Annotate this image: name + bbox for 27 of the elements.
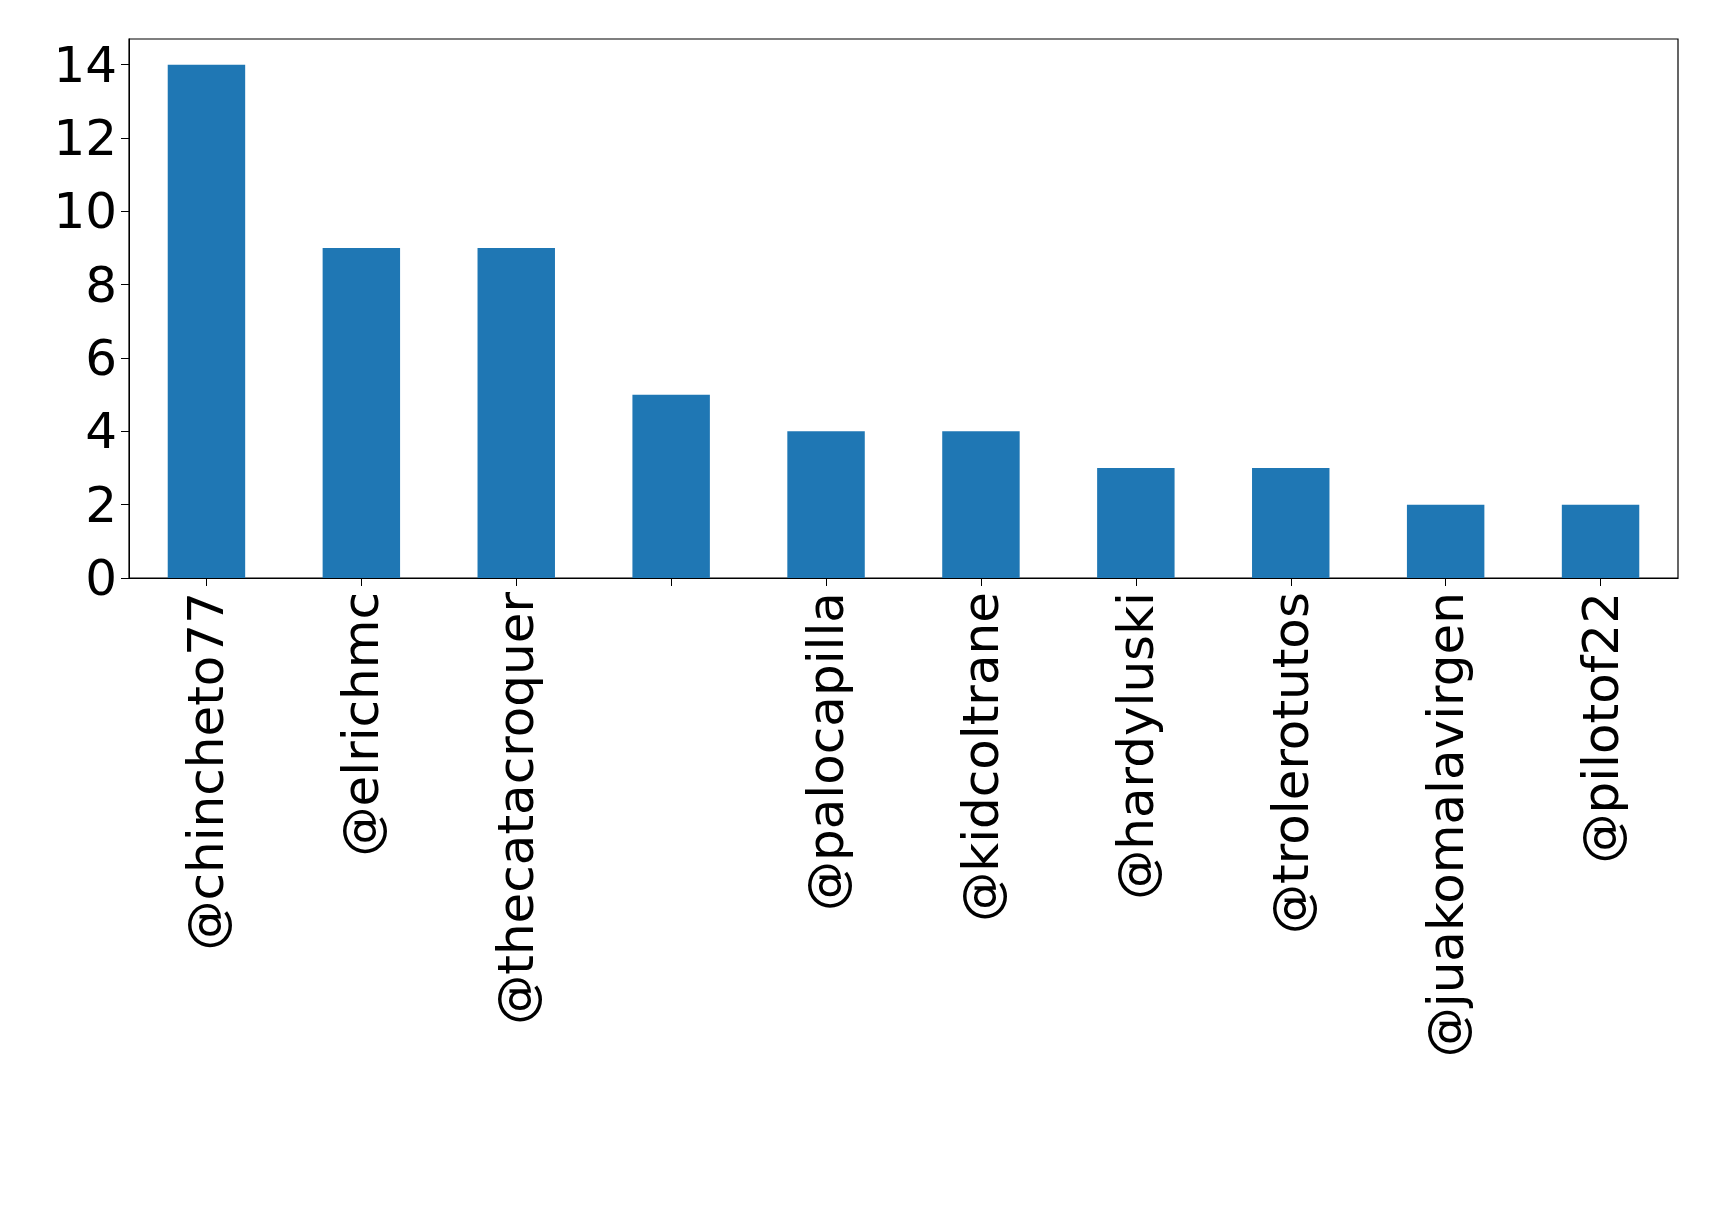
- y-tick-label: 6: [85, 329, 117, 387]
- bar: [632, 394, 710, 578]
- x-tick-label: @juakomalavirgen: [1416, 592, 1475, 1058]
- x-tick-label: @thecatacroquer: [487, 591, 546, 1025]
- x-tick-label: @trolerotutos: [1261, 592, 1320, 934]
- bar: [787, 431, 865, 578]
- bar: [1561, 504, 1640, 578]
- bar: [477, 248, 555, 578]
- x-tick-label: @hardyluski: [1106, 592, 1165, 900]
- y-tick-label: 14: [53, 35, 117, 94]
- y-tick-label: 10: [53, 182, 117, 241]
- bar: [167, 64, 246, 578]
- bar: [1406, 504, 1485, 578]
- x-tick-label: @kidcoltrane: [951, 592, 1010, 922]
- bar: [1252, 468, 1330, 578]
- y-tick-label: 12: [53, 109, 117, 167]
- x-tick-label: @pilotof22: [1571, 592, 1630, 864]
- y-tick-label: 4: [85, 402, 117, 461]
- x-tick-label: @chincheto77: [177, 592, 236, 951]
- y-tick-label: 2: [85, 475, 117, 534]
- x-tick-label: @elrichmc: [332, 592, 391, 857]
- x-tick-label: @palocapilla: [797, 592, 856, 912]
- y-tick-label: 0: [85, 549, 117, 607]
- bar: [942, 431, 1020, 578]
- y-tick-label: 8: [85, 255, 117, 314]
- bar: [322, 248, 401, 578]
- bar: [1097, 468, 1175, 578]
